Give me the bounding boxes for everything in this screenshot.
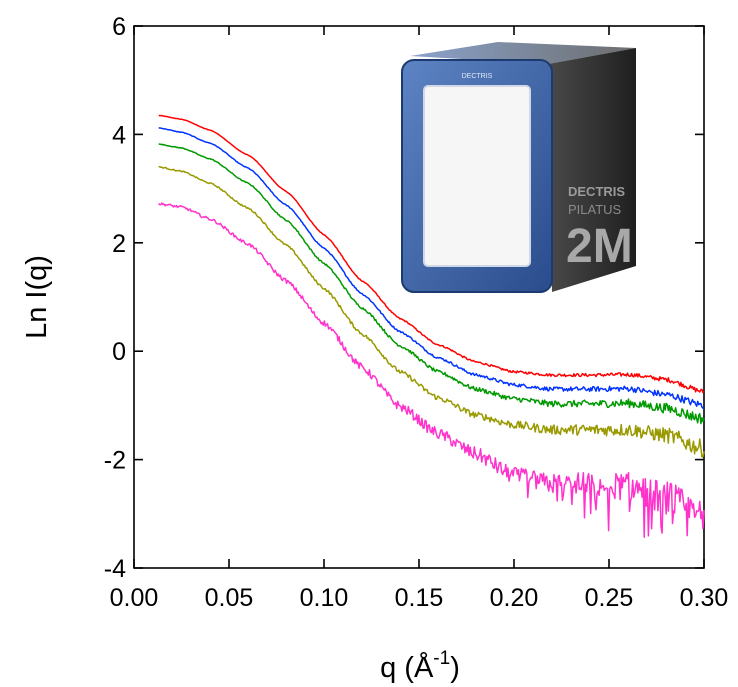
y-tick-label: 4 [112,121,126,149]
x-tick-label: 0.30 [680,584,729,612]
x-axis-title-main: q (Å [380,651,434,684]
series-line-5 [158,202,705,538]
detector-size-text: 2M [566,220,633,273]
detector-model-text: PILATUS [568,202,622,217]
detector-image: DECTRIS DECTRIS PILATUS 2M [401,42,636,293]
ticks-layer: 0.00 0.05 0.10 0.15 0.20 0.25 0.30 -4 -2 0 2 4 6 [104,13,729,612]
detector-side-brand: DECTRIS [568,184,625,199]
x-tick-label: 0.05 [205,584,254,612]
series-line-4 [158,165,705,458]
series-line-3 [158,143,705,425]
x-tick-label: 0.15 [395,584,444,612]
x-tick-label: 0.25 [585,584,634,612]
y-axis-title: Ln I(q) [21,255,53,339]
x-axis-title: q (Å-1) [380,648,460,684]
x-axis-title-superscript: -1 [433,648,450,669]
x-tick-label: 0.10 [300,584,349,612]
detector-brand-text: DECTRIS [462,73,493,80]
series-line-2 [158,127,705,410]
y-tick-label: 2 [112,230,126,258]
x-axis-title-close: ) [450,652,460,684]
y-tick-label: 0 [112,338,126,366]
series-layer [158,114,705,538]
y-tick-label: 6 [112,13,126,41]
y-tick-label: -2 [104,447,126,475]
x-tick-label: 0.00 [110,584,159,612]
x-tick-label: 0.20 [490,584,539,612]
series-line-1 [158,114,705,394]
y-tick-label: -4 [104,555,126,583]
